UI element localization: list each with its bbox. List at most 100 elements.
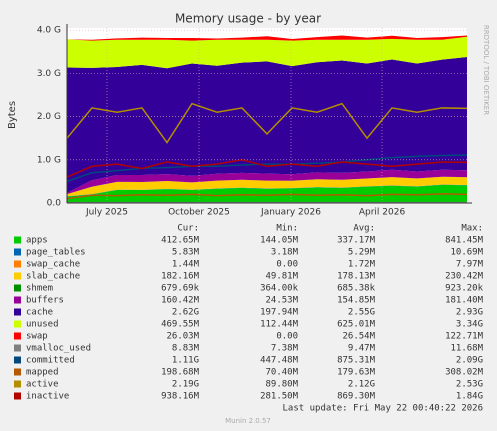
line: [66, 154, 468, 183]
stat-value: 7.97M: [456, 260, 484, 270]
stat-value: 154.85M: [337, 296, 376, 306]
stat-value: 938.16M: [161, 392, 200, 402]
stat-value: 2.19G: [172, 380, 199, 390]
x-tick-label: October 2025: [168, 208, 230, 218]
stat-value: 7.38M: [271, 344, 299, 354]
stat-value: 122.71M: [445, 332, 484, 342]
legend-swatch: [14, 284, 21, 292]
x-tick-label: April 2026: [359, 208, 406, 218]
y-tick-label: 1.0 G: [37, 155, 61, 165]
stat-value: 182.16M: [161, 272, 200, 282]
area: [67, 36, 467, 69]
legend-swatch: [14, 380, 21, 388]
side-label: RRDTOOL / TOBI OETIKER: [482, 25, 490, 115]
legend-label: unused: [26, 320, 59, 330]
stat-value: 679.69k: [161, 284, 200, 294]
legend-swatch: [14, 392, 21, 400]
y-axis-label: Bytes: [7, 101, 18, 129]
stat-value: 1.72M: [348, 260, 376, 270]
stat-value: 0.00: [276, 332, 298, 342]
stat-value: 3.18M: [271, 248, 299, 258]
legend-label: page_tables: [26, 248, 86, 258]
legend-swatch: [14, 248, 21, 256]
y-tick-label: 3.0 G: [37, 69, 61, 79]
chart-title: Memory usage - by year: [175, 12, 321, 26]
stat-value: 2.09G: [456, 356, 483, 366]
legend-swatch: [14, 368, 21, 376]
stat-value: 1.11G: [172, 356, 199, 366]
stat-value: 179.63M: [337, 368, 376, 378]
line: [66, 193, 468, 200]
stat-value: 2.62G: [172, 308, 199, 318]
version: Munin 2.0.57: [225, 417, 271, 425]
stats-header: Avg:: [353, 224, 375, 234]
x-tick-label: July 2025: [85, 208, 128, 218]
legend-label: apps: [26, 236, 48, 246]
stat-value: 469.55M: [161, 320, 200, 330]
stat-value: 24.53M: [265, 296, 298, 306]
stat-value: 49.81M: [265, 272, 298, 282]
stat-value: 70.40M: [265, 368, 298, 378]
y-tick-label: 2.0 G: [37, 112, 61, 122]
stat-value: 26.54M: [342, 332, 375, 342]
stats-header: Min:: [276, 224, 298, 234]
stat-value: 3.34G: [456, 320, 483, 330]
stat-value: 2.93G: [456, 308, 483, 318]
legend-label: vmalloc_used: [26, 344, 91, 354]
stat-value: 2.53G: [456, 380, 483, 390]
stat-value: 198.68M: [161, 368, 200, 378]
stat-value: 11.68M: [450, 344, 483, 354]
stat-value: 337.17M: [337, 236, 376, 246]
legend-swatch: [14, 356, 21, 364]
stat-value: 8.83M: [172, 344, 200, 354]
stat-value: 308.02M: [445, 368, 484, 378]
stat-value: 625.01M: [337, 320, 376, 330]
legend-label: active: [26, 380, 59, 390]
area: [67, 169, 467, 195]
area: [67, 176, 467, 197]
line: [66, 159, 468, 178]
legend-swatch: [14, 260, 21, 268]
stat-value: 869.30M: [337, 392, 376, 402]
stat-value: 178.13M: [337, 272, 376, 282]
stat-value: 0.00: [276, 260, 298, 270]
y-tick-label: 4.0 G: [37, 26, 61, 36]
legend-swatch: [14, 320, 21, 328]
legend-label: slab_cache: [26, 272, 80, 282]
legend-swatch: [14, 344, 21, 352]
stat-value: 1.84G: [456, 392, 483, 402]
stat-value: 197.94M: [260, 308, 299, 318]
legend-swatch: [14, 236, 21, 244]
legend-label: committed: [26, 356, 75, 366]
stat-value: 89.80M: [265, 380, 298, 390]
stats-header: Cur:: [177, 224, 199, 234]
area: [67, 184, 467, 203]
legend-label: inactive: [26, 392, 69, 402]
legend-swatch: [14, 296, 21, 304]
stats-header: Max:: [461, 224, 483, 234]
stat-value: 144.05M: [260, 236, 299, 246]
line: [66, 102, 468, 144]
stat-value: 160.42M: [161, 296, 200, 306]
y-tick-label: 0.0: [47, 199, 62, 209]
legend-label: mapped: [26, 368, 59, 378]
stat-value: 9.47M: [348, 344, 376, 354]
stat-value: 447.48M: [260, 356, 299, 366]
legend-label: cache: [26, 308, 53, 318]
stat-value: 2.55G: [348, 308, 375, 318]
area: [67, 184, 467, 197]
stat-value: 112.44M: [260, 320, 299, 330]
legend-label: buffers: [26, 296, 64, 306]
stat-value: 685.38k: [337, 284, 376, 294]
stat-value: 5.83M: [172, 248, 200, 258]
stat-value: 364.00k: [260, 284, 299, 294]
area: [67, 35, 467, 41]
stat-value: 10.69M: [450, 248, 483, 258]
stat-value: 181.40M: [445, 296, 484, 306]
area: [67, 57, 467, 193]
legend-swatch: [14, 272, 21, 280]
stat-value: 412.65M: [161, 236, 200, 246]
stat-value: 230.42M: [445, 272, 484, 282]
